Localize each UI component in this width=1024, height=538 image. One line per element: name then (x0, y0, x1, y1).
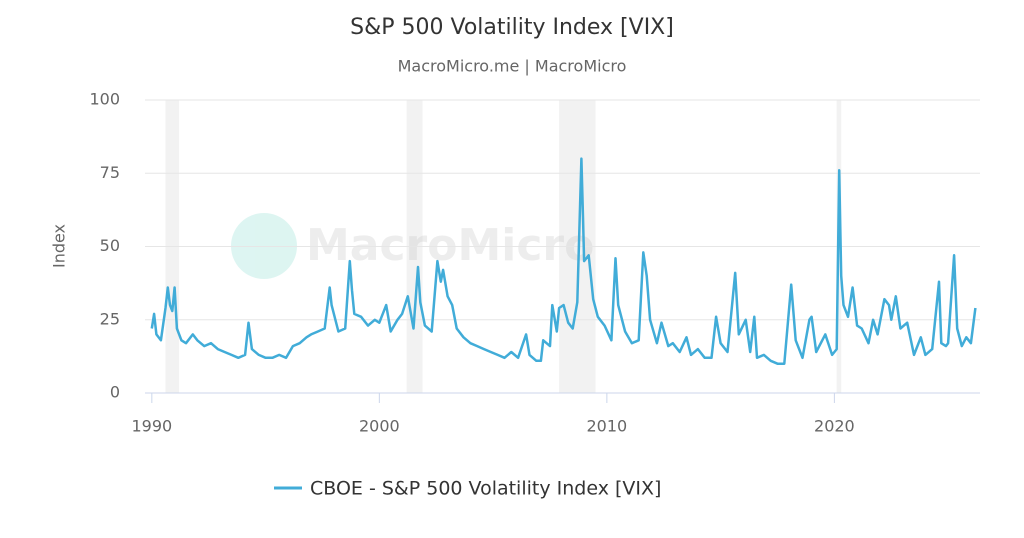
watermark: MacroMicro (231, 213, 594, 279)
x-tick-label: 2000 (359, 417, 400, 436)
y-tick-label: 0 (110, 383, 120, 402)
x-tick-label: 1990 (131, 417, 172, 436)
legend-label: CBOE - S&P 500 Volatility Index [VIX] (310, 478, 661, 500)
x-tick-label: 2020 (814, 417, 855, 436)
chart-subtitle: MacroMicro.me | MacroMicro (398, 57, 627, 76)
watermark-text: MacroMicro (306, 220, 594, 271)
series-line (150, 157, 977, 365)
y-tick-label: 100 (89, 90, 120, 109)
x-tick-label: 2010 (587, 417, 628, 436)
chart-title: S&P 500 Volatility Index [VIX] (350, 15, 674, 40)
y-tick-label: 75 (100, 163, 120, 182)
y-tick-label: 25 (100, 309, 120, 328)
y-axis-label: Index (50, 224, 69, 268)
y-tick-label: 50 (100, 236, 120, 255)
